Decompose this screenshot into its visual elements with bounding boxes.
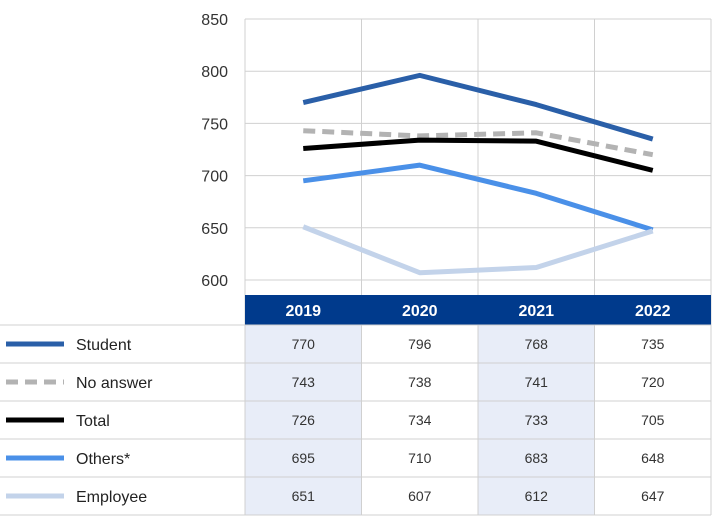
data-cell: 733 bbox=[525, 412, 549, 428]
y-tick-label: 800 bbox=[201, 64, 228, 81]
data-cell: 710 bbox=[408, 450, 432, 466]
x-category-label: 2019 bbox=[285, 303, 321, 320]
series-line bbox=[302, 72, 654, 142]
data-cell: 720 bbox=[641, 374, 665, 390]
data-cell: 726 bbox=[292, 412, 316, 428]
data-cell: 647 bbox=[641, 488, 665, 504]
x-category-label: 2020 bbox=[402, 303, 438, 320]
y-tick-label: 700 bbox=[201, 169, 228, 186]
data-cell: 743 bbox=[292, 374, 316, 390]
data-cell: 738 bbox=[408, 374, 432, 390]
data-cell: 735 bbox=[641, 336, 665, 352]
legend-label: No answer bbox=[76, 375, 153, 392]
x-category-label: 2022 bbox=[635, 303, 671, 320]
data-cell: 796 bbox=[408, 336, 432, 352]
legend-label: Employee bbox=[76, 489, 147, 506]
y-tick-label: 750 bbox=[201, 116, 228, 133]
x-category-label: 2021 bbox=[518, 303, 554, 320]
shaded-column bbox=[245, 325, 362, 515]
series-line bbox=[302, 162, 654, 233]
data-cell: 651 bbox=[292, 488, 316, 504]
data-cell: 683 bbox=[525, 450, 549, 466]
series-line bbox=[303, 128, 654, 158]
table-header-band bbox=[245, 295, 711, 325]
data-cell: 741 bbox=[525, 374, 549, 390]
data-cell: 607 bbox=[408, 488, 432, 504]
data-cell: 648 bbox=[641, 450, 665, 466]
data-cell: 768 bbox=[525, 336, 549, 352]
y-tick-label: 650 bbox=[201, 221, 228, 238]
legend-label: Student bbox=[76, 337, 132, 354]
data-cell: 695 bbox=[292, 450, 316, 466]
data-cell: 612 bbox=[525, 488, 549, 504]
series-line bbox=[302, 224, 654, 276]
series-line bbox=[303, 137, 654, 173]
y-tick-label: 850 bbox=[201, 12, 228, 29]
legend-label: Total bbox=[76, 413, 110, 430]
legend-label: Others* bbox=[76, 451, 130, 468]
data-cell: 705 bbox=[641, 412, 665, 428]
data-cell: 734 bbox=[408, 412, 432, 428]
y-tick-label: 600 bbox=[201, 273, 228, 290]
shaded-column bbox=[478, 325, 595, 515]
data-cell: 770 bbox=[292, 336, 316, 352]
